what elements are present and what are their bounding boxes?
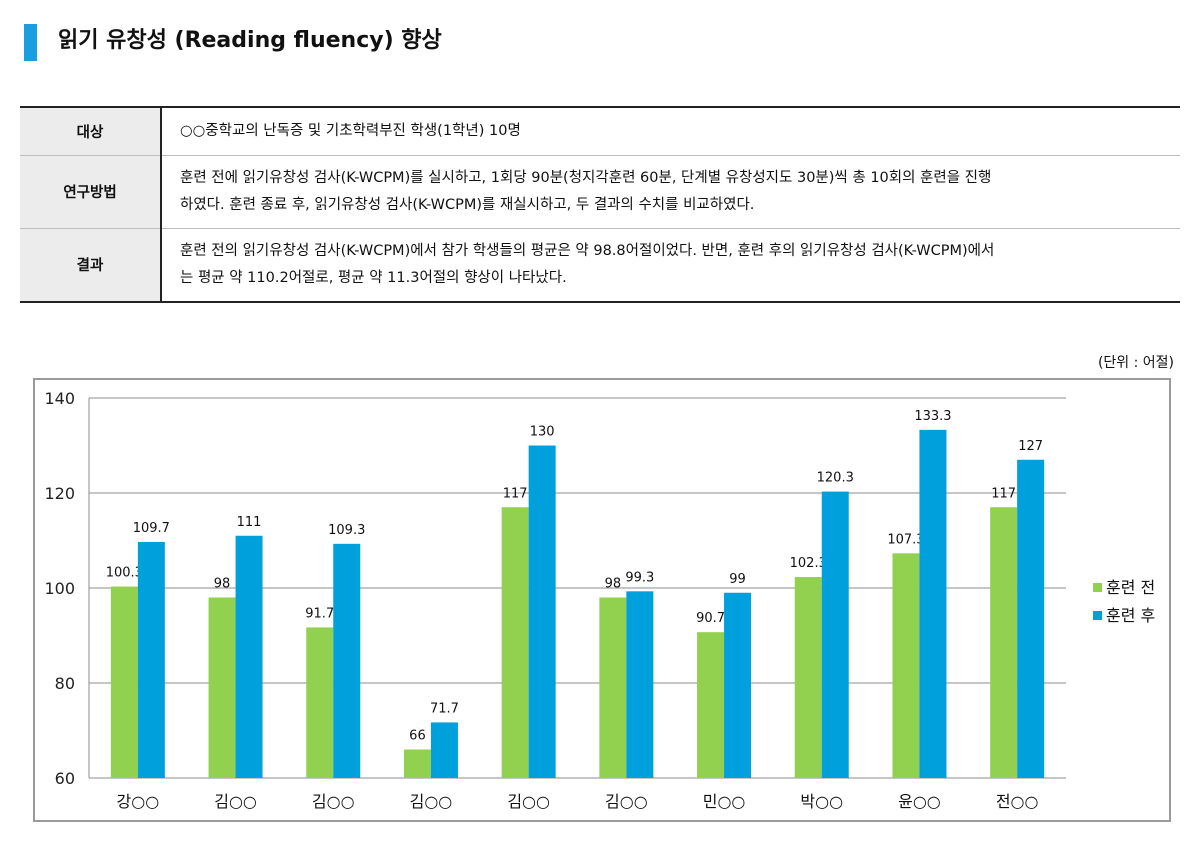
y-tick-label: 80 [55, 674, 75, 693]
legend-label: 훈련 전 [1106, 578, 1155, 597]
bar [892, 553, 920, 778]
x-tick-label: 전○○ [996, 792, 1039, 811]
bar [821, 491, 849, 778]
data-label: 71.7 [430, 701, 459, 716]
data-label: 107.3 [887, 532, 924, 547]
data-label: 109.7 [133, 521, 170, 536]
bar [306, 627, 334, 778]
x-tick-label: 민○○ [703, 792, 746, 811]
data-label: 130 [530, 425, 555, 440]
data-label: 109.3 [328, 523, 365, 538]
bar [794, 577, 822, 778]
bar [724, 592, 752, 778]
data-label: 127 [1018, 439, 1043, 454]
info-row-label: 결과 [20, 228, 162, 302]
bar [208, 597, 236, 778]
x-tick-label: 김○○ [507, 792, 550, 811]
data-label: 133.3 [914, 409, 951, 424]
bar [333, 543, 361, 778]
info-row-content: 훈련 전에 읽기유창성 검사(K-WCPM)를 실시하고, 1회당 90분(청지… [161, 155, 1180, 228]
info-table: 대상 ○○중학교의 난독증 및 기초학력부진 학생(1학년) 10명 연구방법 훈련 … [20, 106, 1180, 303]
info-row-content: 훈련 전의 읽기유창성 검사(K-WCPM)에서 참가 학생들의 평균은 약 9… [161, 228, 1180, 302]
data-label: 90.7 [696, 611, 725, 626]
bar [626, 591, 654, 778]
unit-label: (단위 : 어절) [1097, 355, 1174, 371]
x-tick-label: 박○○ [800, 792, 843, 811]
page-title: 읽기 유창성 (Reading fluency) 향상 [58, 28, 442, 53]
data-label: 66 [409, 729, 426, 744]
bar [919, 429, 947, 778]
info-row-label: 대상 [20, 107, 162, 155]
chart-frame: 60 80 100 120 140 100.3 109.7 강○○ 98 111 김○○ 91.7 10… [33, 378, 1171, 822]
bar [430, 722, 458, 778]
data-label: 117 [991, 486, 1016, 501]
legend-swatch [1093, 583, 1102, 592]
data-label: 99.3 [625, 570, 654, 585]
bar [501, 507, 529, 778]
y-tick-label: 60 [55, 769, 75, 788]
info-row: 결과 훈련 전의 읽기유창성 검사(K-WCPM)에서 참가 학생들의 평균은 약… [20, 228, 1180, 302]
bar [528, 445, 556, 778]
info-row-content: ○○중학교의 난독증 및 기초학력부진 학생(1학년) 10명 [161, 107, 1180, 155]
data-label: 117 [503, 486, 528, 501]
data-label: 98 [605, 577, 622, 592]
info-line: ○○중학교의 난독증 및 기초학력부진 학생(1학년) 10명 [180, 122, 521, 139]
y-tick-label: 140 [44, 389, 75, 408]
legend-label: 훈련 후 [1106, 606, 1155, 625]
y-tick-label: 100 [44, 579, 75, 598]
bar [110, 586, 138, 778]
y-tick-label: 120 [44, 484, 75, 503]
info-row: 대상 ○○중학교의 난독증 및 기초학력부진 학생(1학년) 10명 [20, 107, 1180, 155]
bar [697, 632, 725, 778]
data-label: 102.3 [790, 556, 827, 571]
info-line: 는 평균 약 110.2어절로, 평균 약 11.3어절의 향상이 나타났다. [180, 269, 567, 286]
bar [1017, 459, 1045, 778]
bar [599, 597, 627, 778]
info-row: 연구방법 훈련 전에 읽기유창성 검사(K-WCPM)를 실시하고, 1회당 90… [20, 155, 1180, 228]
data-label: 91.7 [305, 606, 334, 621]
bar [235, 535, 263, 778]
bar [137, 541, 165, 778]
info-row-label: 연구방법 [20, 155, 162, 228]
data-label: 111 [237, 515, 262, 530]
bar [990, 507, 1018, 778]
title-accent-bar [24, 24, 37, 61]
x-tick-label: 강○○ [117, 792, 160, 811]
legend-swatch [1093, 611, 1102, 620]
data-label: 99 [729, 572, 746, 587]
x-tick-label: 김○○ [605, 792, 648, 811]
x-tick-label: 김○○ [214, 792, 257, 811]
x-tick-label: 김○○ [312, 792, 355, 811]
data-label: 98 [214, 577, 231, 592]
info-line: 훈련 전의 읽기유창성 검사(K-WCPM)에서 참가 학생들의 평균은 약 9… [180, 242, 995, 259]
data-label: 120.3 [817, 471, 854, 486]
x-tick-label: 김○○ [410, 792, 453, 811]
info-line: 하였다. 훈련 종료 후, 읽기유창성 검사(K-WCPM)를 재실시하고, 두… [180, 196, 755, 213]
bar-chart: 60 80 100 120 140 100.3 109.7 강○○ 98 111 김○○ 91.7 10… [44, 389, 1155, 811]
data-label: 100.3 [106, 566, 143, 581]
x-tick-label: 윤○○ [898, 792, 941, 811]
bar [403, 749, 431, 778]
info-line: 훈련 전에 읽기유창성 검사(K-WCPM)를 실시하고, 1회당 90분(청지… [180, 169, 992, 186]
